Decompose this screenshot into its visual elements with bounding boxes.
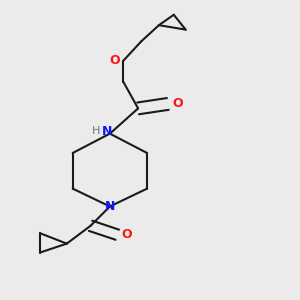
Text: N: N — [102, 125, 112, 138]
Text: O: O — [122, 228, 132, 241]
Text: O: O — [172, 98, 183, 110]
Text: O: O — [110, 54, 120, 67]
Text: H: H — [92, 126, 100, 136]
Text: N: N — [105, 200, 115, 213]
